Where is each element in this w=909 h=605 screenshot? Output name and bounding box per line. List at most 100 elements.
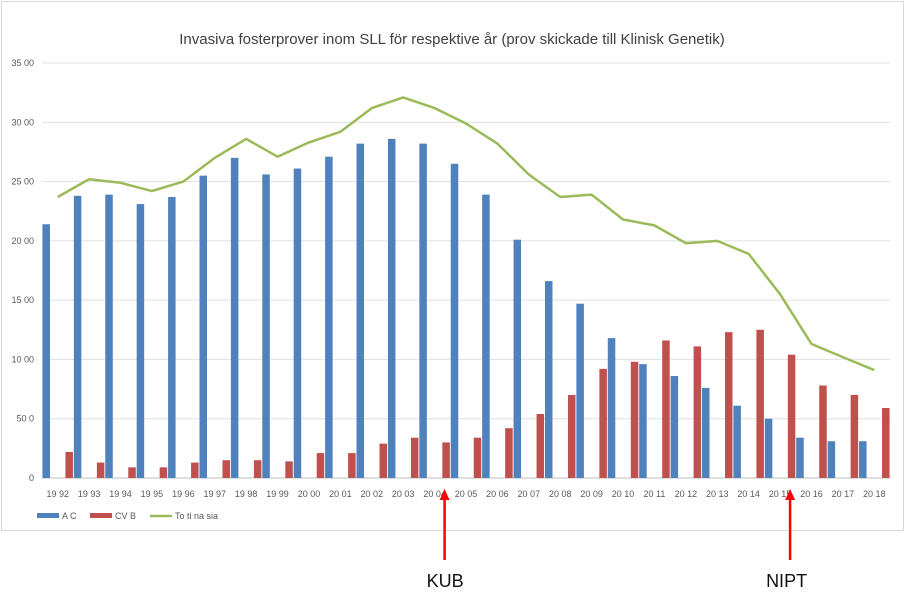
bar-ac xyxy=(827,441,836,478)
total-line xyxy=(57,96,875,372)
annotation-label-kub: KUB xyxy=(426,571,464,591)
gridlines xyxy=(42,62,890,479)
chart-title: Invasiva fosterprover inom SLL för respe… xyxy=(179,31,725,48)
bar-cvb xyxy=(222,460,230,478)
x-tick-label: 20 17 xyxy=(832,489,855,499)
legend-label: To ti na sia xyxy=(175,511,218,521)
y-tick-label: 50 0 xyxy=(16,414,34,424)
bar-cvb xyxy=(756,329,764,478)
bar-cvb xyxy=(819,385,827,478)
x-tick-label: 19 92 xyxy=(46,489,69,499)
x-tick-label: 20 04 xyxy=(423,489,446,499)
x-tick-label: 20 12 xyxy=(675,489,698,499)
x-tick-label: 19 98 xyxy=(235,489,258,499)
x-tick-label: 20 00 xyxy=(298,489,321,499)
bar-ac xyxy=(105,194,113,478)
bar-ac xyxy=(293,168,302,478)
y-axis-ticks: 0 50 0 10 00 15 00 20 00 25 00 30 00 35 00 xyxy=(11,58,34,483)
bar-cvb xyxy=(473,437,482,478)
x-tick-label: 19 97 xyxy=(203,489,226,499)
bar-cvb xyxy=(316,453,325,478)
x-tick-label: 19 94 xyxy=(109,489,132,499)
y-tick-label: 30 00 xyxy=(11,117,34,127)
annotation-arrow-head xyxy=(785,489,796,500)
annotation-arrow-head xyxy=(439,489,450,500)
bar-cvb xyxy=(850,395,859,478)
y-tick-label: 25 00 xyxy=(11,177,34,187)
bar-ac xyxy=(387,138,396,478)
bar-ac xyxy=(513,239,522,478)
bar-cvb xyxy=(159,467,168,478)
bar-cvb xyxy=(442,442,450,478)
bar-cvb xyxy=(505,428,513,478)
bar-cvb xyxy=(725,332,733,478)
bar-ac xyxy=(733,405,741,478)
bar-cvb xyxy=(787,354,796,478)
bar-ac xyxy=(419,143,427,478)
bar-ac xyxy=(544,281,553,478)
bars xyxy=(42,138,890,479)
bar-cvb xyxy=(599,368,607,478)
x-tick-label: 20 11 xyxy=(644,489,666,499)
bar-cvb xyxy=(65,451,73,478)
x-tick-label: 20 15 xyxy=(769,489,792,499)
y-tick-label: 15 00 xyxy=(11,295,34,305)
bar-ac xyxy=(670,376,679,478)
legend: A C CV B To ti na sia xyxy=(37,511,218,521)
bar-cvb xyxy=(410,437,419,478)
bar-cvb xyxy=(128,467,136,478)
bar-cvb xyxy=(348,453,356,478)
bar-ac xyxy=(607,338,616,478)
x-tick-label: 19 95 xyxy=(141,489,164,499)
x-tick-label: 20 18 xyxy=(863,489,886,499)
x-tick-label: 20 07 xyxy=(518,489,541,499)
x-tick-label: 20 16 xyxy=(800,489,823,499)
x-tick-label: 20 14 xyxy=(737,489,760,499)
bar-ac xyxy=(702,387,710,478)
legend-label: A C xyxy=(62,511,77,521)
bar-cvb xyxy=(536,413,545,478)
x-tick-label: 20 08 xyxy=(549,489,572,499)
bar-cvb xyxy=(253,460,262,478)
bar-cvb xyxy=(662,340,670,478)
bar-ac xyxy=(764,418,773,478)
bar-ac xyxy=(639,364,647,478)
bar-ac xyxy=(859,441,867,478)
bar-ac xyxy=(199,175,207,478)
bar-ac xyxy=(796,437,804,478)
bar-cvb xyxy=(379,443,388,478)
bar-ac xyxy=(262,174,270,478)
x-tick-label: 19 93 xyxy=(78,489,101,499)
x-tick-label: 20 09 xyxy=(580,489,603,499)
bar-cvb xyxy=(693,346,702,478)
bar-ac xyxy=(136,204,145,478)
x-tick-label: 20 13 xyxy=(706,489,729,499)
x-tick-label: 20 02 xyxy=(361,489,384,499)
bar-cvb xyxy=(191,462,199,478)
y-tick-label: 0 xyxy=(29,473,34,483)
bar-cvb xyxy=(567,395,576,478)
y-tick-label: 35 00 xyxy=(11,58,34,68)
y-tick-label: 20 00 xyxy=(11,236,34,246)
bar-ac xyxy=(325,156,333,478)
y-tick-label: 10 00 xyxy=(11,354,34,364)
bar-ac xyxy=(230,157,239,478)
x-tick-label: 20 06 xyxy=(486,489,509,499)
bar-ac xyxy=(73,195,82,479)
legend-swatch xyxy=(90,513,112,518)
x-axis-ticks: 19 92 19 93 19 94 19 95 19 96 19 97 19 98 19 99… xyxy=(46,489,885,499)
annotation-arrows xyxy=(439,489,796,560)
bar-cvb xyxy=(630,361,639,478)
bar-ac xyxy=(482,194,490,478)
x-tick-label: 19 96 xyxy=(172,489,195,499)
bar-cvb xyxy=(96,462,105,478)
bar-ac xyxy=(450,163,459,479)
x-tick-label: 20 01 xyxy=(329,489,352,499)
x-tick-label: 20 05 xyxy=(455,489,478,499)
x-tick-label: 20 03 xyxy=(392,489,415,499)
bar-ac xyxy=(42,224,50,478)
legend-swatch xyxy=(37,513,59,518)
bar-ac xyxy=(168,196,176,478)
legend-label: CV B xyxy=(115,511,136,521)
